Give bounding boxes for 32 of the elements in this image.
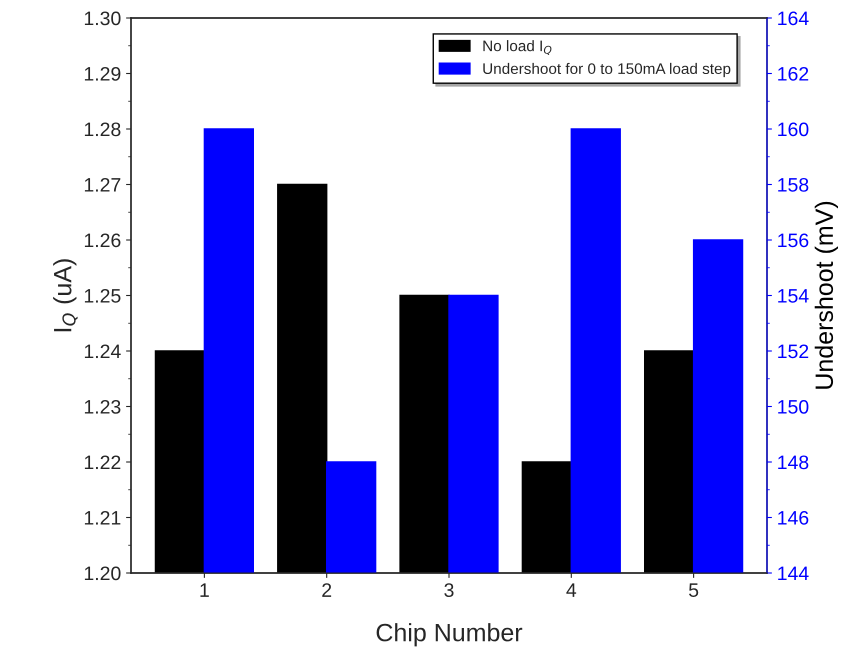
y-tick-label: 1.24 (84, 344, 121, 358)
y2-tick-label: 158 (778, 178, 808, 192)
x-tick-label: 3 (444, 583, 454, 598)
y-tick-label: 1.30 (84, 11, 121, 26)
y2-axis-title: Undershoot (mV) (814, 202, 838, 389)
y2-tick-label: 156 (778, 233, 808, 248)
y2-tick-label: 162 (778, 66, 808, 81)
y-tick-label: 1.29 (84, 66, 120, 81)
y2-tick-label: 154 (778, 289, 809, 303)
y2-tick-label: 148 (778, 455, 808, 470)
y-tick-label: 1.22 (84, 455, 120, 470)
x-tick-label: 1 (200, 583, 209, 597)
y-tick-label: 1.25 (84, 288, 120, 303)
legend-label: No load I$_{Q}$ (483, 40, 552, 56)
x-tick-label: 2 (322, 583, 332, 597)
y2-tick-label: 152 (778, 344, 808, 358)
y-tick-label: 1.21 (84, 510, 120, 525)
x-tick-label: 5 (688, 583, 698, 598)
y2-tick-label: 150 (778, 400, 808, 414)
y2-tick-label: 144 (778, 566, 809, 580)
y-tick-label: 1.26 (84, 233, 120, 248)
y-tick-label: 1.23 (84, 400, 120, 414)
y2-tick-label: 160 (778, 122, 808, 136)
legend-label: Undershoot for 0 to 150mA load step (483, 62, 730, 78)
x-tick-label: 4 (566, 583, 576, 597)
y-tick-label: 1.20 (84, 566, 121, 580)
y-axis-title: I$_{Q}$ (uA) (53, 259, 78, 332)
x-axis-title: Chip Number (376, 623, 522, 646)
y2-tick-label: 146 (778, 510, 808, 525)
y-tick-label: 1.27 (84, 178, 120, 192)
y-tick-label: 1.28 (84, 122, 120, 136)
y2-tick-label: 164 (778, 11, 809, 26)
